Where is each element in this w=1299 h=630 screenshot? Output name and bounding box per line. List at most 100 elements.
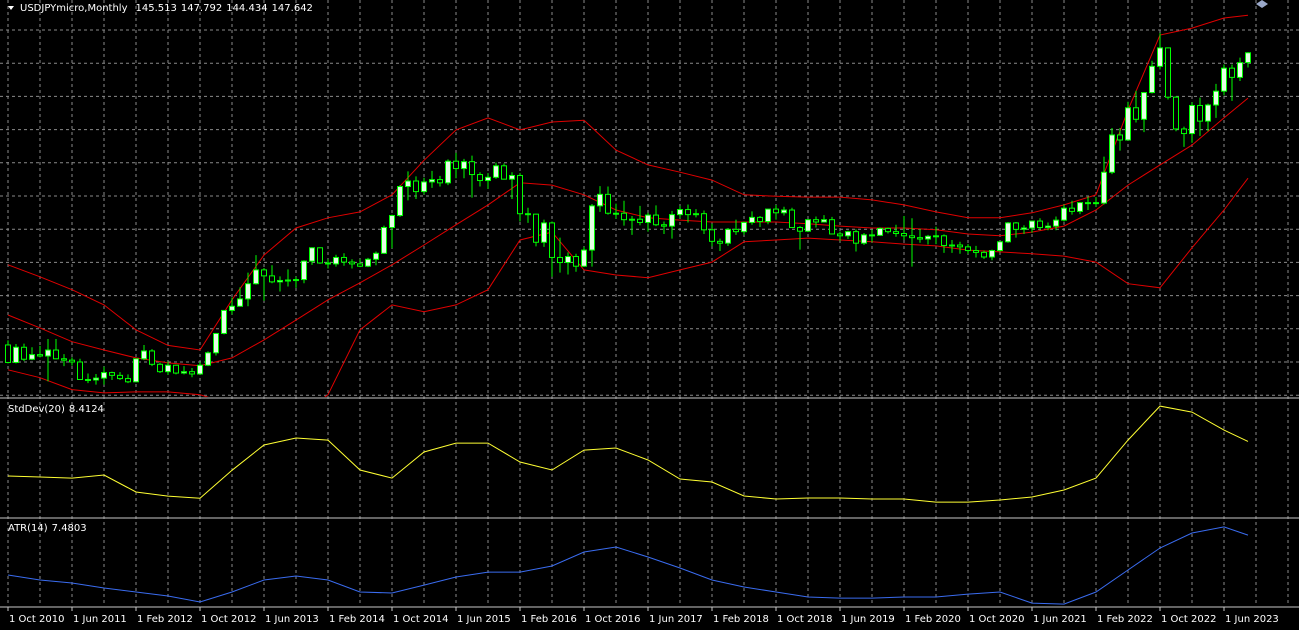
candle-body	[1173, 96, 1179, 130]
indicator-value: 8.4124	[69, 404, 104, 415]
menu-arrow[interactable]	[8, 6, 14, 10]
candle-body	[1205, 104, 1211, 122]
candle-body	[45, 349, 51, 357]
candle-body	[493, 165, 499, 178]
candle-body	[917, 237, 923, 240]
candle-body	[245, 283, 251, 300]
candle-body	[837, 233, 843, 237]
candle-body	[645, 214, 651, 223]
candle-body	[765, 208, 771, 223]
candle-body	[181, 371, 187, 374]
candle-body	[61, 358, 67, 361]
indicator-name: ATR(14)	[8, 523, 48, 534]
low-value: 144.434	[226, 3, 267, 14]
candle-body	[69, 359, 75, 363]
x-tick-label: 1 Oct 2012	[201, 614, 256, 625]
candle-body	[717, 240, 723, 244]
candle-body	[1141, 92, 1147, 120]
candle-body	[805, 219, 811, 232]
candle-body	[485, 176, 491, 182]
candle-body	[613, 212, 619, 215]
atr-pane	[7, 526, 1249, 605]
x-tick-label: 1 Oct 2022	[1161, 614, 1216, 625]
band-line	[7, 14, 1249, 351]
candle-body	[29, 354, 35, 360]
candle-body	[517, 174, 523, 215]
candle-body	[205, 352, 211, 366]
indicator-name: StdDev(20)	[8, 404, 65, 415]
candle-body	[901, 233, 907, 237]
x-tick-label: 1 Oct 2010	[9, 614, 64, 625]
candle-body	[293, 279, 299, 282]
candle-body	[261, 269, 267, 277]
candle-body	[773, 208, 779, 214]
candle-body	[541, 222, 547, 243]
candle-body	[1037, 220, 1043, 229]
candle-body	[397, 186, 403, 217]
candle-body	[5, 344, 11, 363]
candle-body	[829, 219, 835, 235]
x-tick-label: 1 Oct 2018	[777, 614, 832, 625]
candle-body	[1133, 107, 1139, 120]
candle-body	[93, 377, 99, 381]
candle-body	[957, 244, 963, 248]
candle-body	[421, 181, 427, 193]
candle-body	[213, 332, 219, 354]
candle-body	[381, 227, 387, 254]
candle-body	[821, 219, 827, 223]
candle-body	[709, 229, 715, 242]
candle-body	[1229, 67, 1235, 78]
candle-body	[77, 361, 83, 380]
candle-body	[869, 234, 875, 237]
candle-body	[749, 216, 755, 223]
candle-body	[693, 213, 699, 216]
symbol: USDJPYmicro,Monthly	[20, 3, 128, 14]
candle-body	[629, 218, 635, 221]
candle-body	[405, 180, 411, 188]
candle-body	[1181, 128, 1187, 135]
candle-body	[461, 161, 467, 170]
candle-body	[1149, 65, 1155, 94]
candle-body	[581, 249, 587, 267]
candle-body	[1197, 104, 1203, 122]
candle-body	[349, 261, 355, 265]
x-tick-label: 1 Jun 2019	[841, 614, 895, 625]
close-value: 147.642	[272, 3, 313, 14]
candle-body	[1045, 225, 1051, 229]
candle-body	[341, 256, 347, 263]
candle-body	[853, 231, 859, 244]
candle-body	[733, 228, 739, 233]
candle-body	[37, 354, 43, 357]
candle-body	[1029, 220, 1035, 229]
candle-body	[1013, 222, 1019, 230]
candle-body	[453, 160, 459, 170]
candle-body	[269, 275, 275, 283]
candle-body	[101, 372, 107, 379]
candle-body	[237, 298, 243, 307]
candle-body	[1005, 222, 1011, 243]
candle-body	[373, 252, 379, 260]
candle-body	[757, 216, 763, 223]
chart-header: USDJPYmicro,Monthly 145.513 147.792 144.434…	[20, 3, 313, 14]
candle-body	[653, 214, 659, 226]
candle-body	[125, 378, 131, 383]
candle-body	[861, 234, 867, 244]
candle-body	[669, 214, 675, 227]
corner-icon	[1256, 0, 1268, 8]
candle-body	[565, 256, 571, 264]
candle-body	[741, 221, 747, 233]
candle-body	[685, 209, 691, 216]
candle-body	[557, 256, 563, 264]
candle-body	[1077, 202, 1083, 212]
candle-body	[357, 263, 363, 267]
x-tick-label: 1 Jun 2013	[265, 614, 319, 625]
indicator-line	[7, 405, 1249, 503]
indicator-value: 7.4803	[52, 523, 87, 534]
candle-body	[1085, 202, 1091, 205]
candle-body	[285, 279, 291, 282]
candle-body	[1125, 107, 1131, 141]
candle-body	[389, 215, 395, 229]
candle-body	[1069, 207, 1075, 212]
x-tick-label: 1 Feb 2012	[137, 614, 193, 625]
